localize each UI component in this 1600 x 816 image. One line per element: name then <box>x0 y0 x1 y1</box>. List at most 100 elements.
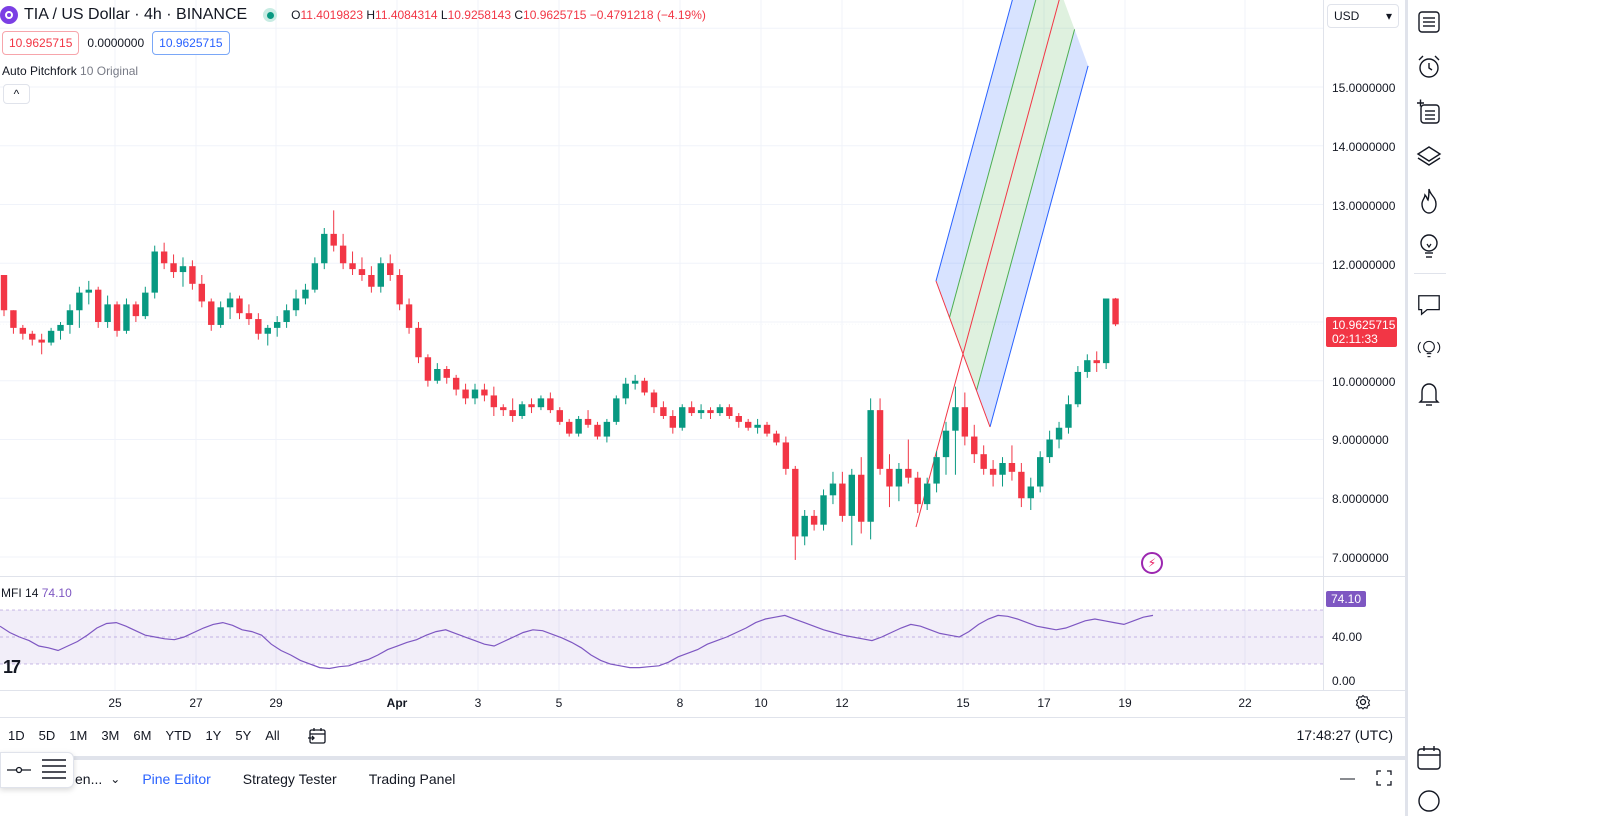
candle-body <box>95 289 102 322</box>
candle-body <box>151 251 158 293</box>
sidebar-divider[interactable] <box>1405 0 1408 816</box>
candle-body <box>424 357 432 381</box>
tradingview-logo[interactable]: 17 <box>3 657 21 677</box>
pitchfork-inner-line <box>949 0 1037 318</box>
price-scale[interactable]: 15.0000000 14.0000000 13.0000000 12.0000… <box>1323 0 1405 690</box>
utc-clock[interactable]: 17:48:27 (UTC) <box>1296 727 1393 743</box>
candle-body <box>528 404 535 408</box>
add-list-icon[interactable] <box>1416 99 1442 125</box>
buy-button[interactable]: 10.9625715 <box>152 31 230 55</box>
bell-icon[interactable] <box>1416 381 1442 407</box>
time-scale[interactable] <box>0 690 1405 714</box>
candle-body <box>566 421 573 434</box>
last-price-badge: 10.9625715 02:11:33 <box>1326 317 1397 347</box>
market-open-icon <box>263 8 278 22</box>
chat-icon[interactable] <box>1416 292 1442 318</box>
range-1d-button[interactable]: 1D <box>8 728 25 743</box>
candle-body <box>999 463 1006 475</box>
open-value: 11.4019823 <box>300 8 364 22</box>
candle-body <box>933 457 940 484</box>
candle-body <box>876 410 884 469</box>
minimize-panel-icon[interactable]: — <box>1340 770 1355 787</box>
indicator-legend[interactable]: Auto Pitchfork 10 Original <box>2 64 138 78</box>
fire-icon[interactable] <box>1416 188 1442 214</box>
candle-body <box>707 410 714 414</box>
currency-select[interactable]: USD ▾ <box>1327 4 1399 28</box>
candle-body <box>1112 298 1119 325</box>
candle-body <box>330 233 337 246</box>
high-value: 11.4084314 <box>375 8 438 22</box>
candle-body <box>132 304 140 317</box>
time-tick: 17 <box>1037 696 1051 710</box>
candle-body <box>1008 463 1016 472</box>
collapse-legend-button[interactable]: ^ <box>3 84 30 104</box>
tab-strategy-tester[interactable]: Strategy Tester <box>242 771 337 787</box>
range-6m-button[interactable]: 6M <box>133 728 152 743</box>
watchlist-icon[interactable] <box>1416 9 1442 35</box>
drawing-toolbar-toggle[interactable] <box>0 752 74 788</box>
candle-body <box>217 307 224 325</box>
mfi-value-badge: 74.10 <box>1326 591 1366 607</box>
menu-lines-icon[interactable] <box>41 757 67 784</box>
low-label: L <box>440 8 448 22</box>
candle-body <box>405 304 413 328</box>
pitchfork-median-line <box>915 0 1060 528</box>
range-1y-button[interactable]: 1Y <box>205 728 222 743</box>
tab-trading-panel[interactable]: Trading Panel <box>368 771 456 787</box>
currency-value: USD <box>1334 9 1360 23</box>
pane-separator[interactable] <box>0 576 1405 577</box>
candle-body <box>1027 486 1034 499</box>
pitchfork-zone <box>936 0 1036 318</box>
range-ytd-button[interactable]: YTD <box>165 728 192 743</box>
calendar-icon[interactable] <box>1416 745 1442 771</box>
range-all-button[interactable]: All <box>265 728 280 743</box>
right-sidebar <box>1408 0 1450 816</box>
time-tick: Apr <box>386 696 408 710</box>
goto-date-icon[interactable] <box>307 726 329 746</box>
lightning-icon[interactable]: ⚡ <box>1141 552 1163 574</box>
candle-body <box>226 298 234 308</box>
candle-body <box>980 454 987 469</box>
candle-body <box>0 275 8 311</box>
candle-body <box>697 410 705 414</box>
ideas-stream-icon[interactable] <box>1416 336 1442 362</box>
candle-body <box>792 468 799 537</box>
mfi-length: 14 <box>25 586 39 600</box>
sell-button[interactable]: 10.9625715 <box>2 31 80 55</box>
time-tick: 29 <box>269 696 283 710</box>
range-5d-button[interactable]: 5D <box>38 728 56 743</box>
candle-body <box>415 327 422 358</box>
price-chart[interactable] <box>0 0 1350 710</box>
candle-body <box>38 339 45 343</box>
help-icon[interactable] <box>1416 788 1442 814</box>
range-1m-button[interactable]: 1M <box>69 728 88 743</box>
range-5y-button[interactable]: 5Y <box>235 728 252 743</box>
alarm-clock-icon[interactable] <box>1416 54 1442 80</box>
tab-pine-editor[interactable]: Pine Editor <box>142 771 211 787</box>
range-3m-button[interactable]: 3M <box>101 728 120 743</box>
time-tick: 27 <box>189 696 203 710</box>
candle-body <box>396 275 403 305</box>
candle-body <box>669 416 677 428</box>
candle-body <box>726 407 733 416</box>
chevron-down-icon[interactable]: ⌄ <box>110 772 121 786</box>
mfi-legend[interactable]: MFI 14 74.10 <box>1 586 72 600</box>
pitchfork-zone <box>949 0 1060 354</box>
candle-body <box>650 392 658 408</box>
candle-body <box>358 269 366 275</box>
candle-body <box>387 263 394 275</box>
pitchfork-lower-line <box>989 65 1089 428</box>
time-tick: 3 <box>474 696 482 710</box>
layers-icon[interactable] <box>1416 143 1442 169</box>
candle-body <box>584 418 592 425</box>
candle-body <box>613 398 620 422</box>
candle-body <box>660 407 667 416</box>
candle-body <box>434 369 441 381</box>
maximize-panel-icon[interactable] <box>1376 770 1392 790</box>
symbol-title[interactable]: TIA / US Dollar · 4h · BINANCE <box>24 6 248 23</box>
settings-gear-icon[interactable] <box>1352 692 1374 712</box>
lightbulb-icon[interactable] <box>1416 233 1442 259</box>
tab-screener[interactable]: en... <box>75 771 103 787</box>
candle-body <box>264 327 271 334</box>
line-tool-icon[interactable] <box>7 760 31 781</box>
